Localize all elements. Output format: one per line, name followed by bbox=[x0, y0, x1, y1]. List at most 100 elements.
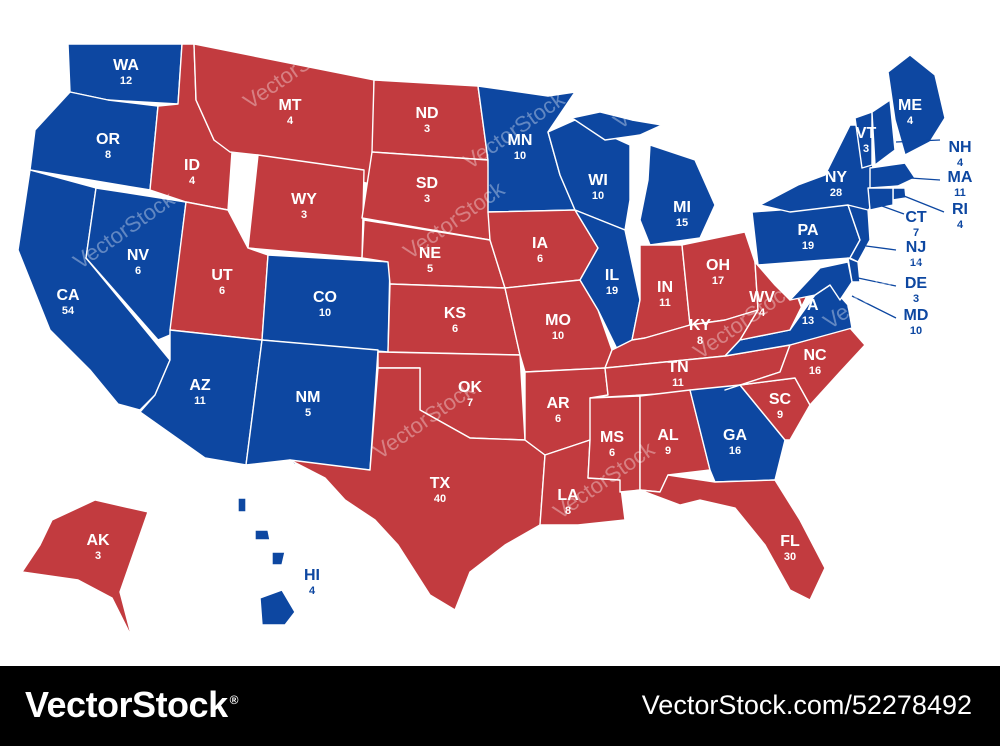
state-abbr-la: LA bbox=[557, 487, 579, 504]
state-abbr-me: ME bbox=[898, 97, 922, 114]
leader-line-nj bbox=[865, 245, 897, 251]
state-votes-ar: 6 bbox=[555, 413, 561, 425]
state-votes-ok: 7 bbox=[467, 397, 473, 409]
state-votes-ia: 6 bbox=[537, 253, 543, 265]
state-nh bbox=[871, 99, 896, 166]
state-votes-va: 13 bbox=[802, 315, 814, 327]
state-votes-me: 4 bbox=[907, 115, 914, 127]
state-abbr-wy: WY bbox=[291, 191, 317, 208]
state-me bbox=[887, 54, 946, 156]
state-votes-mi: 15 bbox=[676, 217, 688, 229]
state-abbr-or: OR bbox=[96, 131, 120, 148]
state-nm bbox=[245, 339, 379, 471]
state-abbr-nj: NJ bbox=[906, 239, 926, 256]
state-labels: WA12OR8CA54NV6ID4MT4WY3UT6AZ11CO10NM5ND3… bbox=[56, 57, 972, 597]
state-votes-il: 19 bbox=[606, 285, 618, 297]
state-abbr-oh: OH bbox=[706, 257, 730, 274]
state-votes-nj: 14 bbox=[910, 257, 923, 269]
state-abbr-sd: SD bbox=[416, 175, 438, 192]
state-votes-ks: 6 bbox=[452, 323, 458, 335]
state-abbr-fl: FL bbox=[780, 533, 800, 550]
us-electoral-map: WA12OR8CA54NV6ID4MT4WY3UT6AZ11CO10NM5ND3… bbox=[17, 43, 973, 639]
state-votes-ny: 28 bbox=[830, 187, 842, 199]
state-abbr-tn: TN bbox=[667, 359, 688, 376]
footer-logo-reg: ® bbox=[229, 693, 239, 707]
state-votes-ne: 5 bbox=[427, 263, 433, 275]
leader-line-ma bbox=[909, 177, 941, 181]
state-abbr-mi: MI bbox=[673, 199, 691, 216]
state-ct bbox=[867, 187, 894, 211]
state-nv bbox=[85, 187, 187, 341]
state-votes-ky: 8 bbox=[697, 335, 703, 347]
footer-bar: VectorStock ® VectorStock.com/52278492 bbox=[0, 666, 1000, 746]
state-abbr-il: IL bbox=[605, 267, 619, 284]
state-votes-ga: 16 bbox=[729, 445, 741, 457]
state-ri bbox=[892, 187, 907, 201]
state-votes-md: 10 bbox=[910, 325, 922, 337]
state-wa bbox=[67, 43, 183, 105]
state-abbr-md: MD bbox=[904, 307, 929, 324]
state-abbr-nv: NV bbox=[127, 247, 150, 264]
state-tx bbox=[289, 367, 546, 611]
state-votes-wv: 4 bbox=[759, 307, 766, 319]
state-votes-ut: 6 bbox=[219, 285, 225, 297]
state-abbr-az: AZ bbox=[189, 377, 211, 394]
label-leader-lines bbox=[851, 139, 945, 319]
state-abbr-vt: VT bbox=[856, 125, 877, 142]
state-abbr-nm: NM bbox=[296, 389, 321, 406]
state-votes-nm: 5 bbox=[305, 407, 311, 419]
state-md bbox=[789, 261, 853, 301]
state-abbr-mo: MO bbox=[545, 312, 571, 329]
state-abbr-pa: PA bbox=[797, 222, 818, 239]
state-abbr-ma: MA bbox=[948, 169, 973, 186]
leader-line-ri bbox=[903, 195, 945, 213]
state-votes-ms: 6 bbox=[609, 447, 615, 459]
state-votes-de: 3 bbox=[913, 293, 919, 305]
state-ma bbox=[869, 162, 916, 189]
state-shapes bbox=[17, 43, 946, 639]
state-nc bbox=[724, 327, 866, 406]
state-hi bbox=[237, 497, 296, 626]
leader-line-ct bbox=[881, 205, 905, 215]
state-votes-oh: 17 bbox=[712, 275, 724, 287]
watermark-text: VectorStock bbox=[609, 46, 720, 134]
state-votes-wy: 3 bbox=[301, 209, 307, 221]
state-votes-mo: 10 bbox=[552, 330, 564, 342]
state-votes-tn: 11 bbox=[672, 377, 684, 389]
state-mi bbox=[571, 111, 716, 246]
state-abbr-ne: NE bbox=[419, 245, 442, 262]
state-abbr-ks: KS bbox=[444, 305, 467, 322]
state-abbr-wa: WA bbox=[113, 57, 139, 74]
state-abbr-ok: OK bbox=[458, 379, 482, 396]
state-abbr-ar: AR bbox=[546, 395, 570, 412]
state-votes-mt: 4 bbox=[287, 115, 294, 127]
state-votes-in: 11 bbox=[659, 297, 671, 309]
state-abbr-ky: KY bbox=[689, 317, 712, 334]
state-abbr-hi: HI bbox=[304, 567, 320, 584]
footer-url: VectorStock.com/52278492 bbox=[641, 690, 972, 720]
state-abbr-nh: NH bbox=[948, 139, 971, 156]
state-votes-ma: 11 bbox=[954, 187, 966, 199]
state-abbr-in: IN bbox=[657, 279, 673, 296]
state-votes-pa: 19 bbox=[802, 240, 814, 252]
state-votes-al: 9 bbox=[665, 445, 671, 457]
state-vt bbox=[854, 111, 873, 169]
state-abbr-de: DE bbox=[905, 275, 928, 292]
state-votes-ak: 3 bbox=[95, 550, 101, 562]
state-votes-sd: 3 bbox=[424, 193, 430, 205]
state-abbr-ut: UT bbox=[211, 267, 233, 284]
state-votes-sc: 9 bbox=[777, 409, 783, 421]
state-abbr-tx: TX bbox=[430, 475, 451, 492]
state-abbr-nc: NC bbox=[803, 347, 827, 364]
state-fl bbox=[639, 474, 826, 601]
state-abbr-mt: MT bbox=[278, 97, 301, 114]
state-wv bbox=[739, 261, 816, 341]
state-votes-tx: 40 bbox=[434, 493, 446, 505]
leader-line-nh bbox=[895, 139, 941, 143]
state-votes-id: 4 bbox=[189, 175, 196, 187]
state-votes-wi: 10 bbox=[592, 190, 604, 202]
state-votes-hi: 4 bbox=[309, 585, 316, 597]
state-votes-nh: 4 bbox=[957, 157, 964, 169]
state-abbr-ny: NY bbox=[825, 169, 848, 186]
